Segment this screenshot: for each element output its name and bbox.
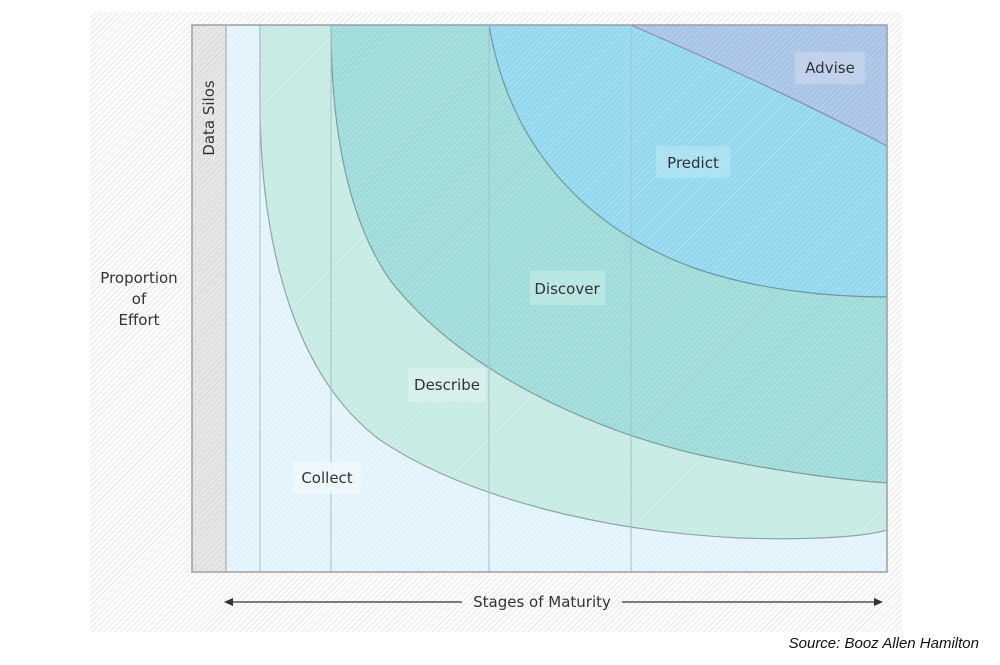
data-silos-label: Data Silos [200, 80, 218, 156]
label-discover: Discover [530, 271, 605, 305]
svg-text:Proportion: Proportion [100, 269, 177, 287]
svg-text:Predict: Predict [667, 154, 719, 172]
x-axis-label: Stages of Maturity [473, 593, 611, 611]
svg-text:Effort: Effort [118, 311, 159, 329]
svg-text:Collect: Collect [301, 469, 352, 487]
x-axis-arrow [224, 598, 883, 606]
label-collect: Collect [293, 462, 361, 494]
label-predict: Predict [656, 146, 730, 178]
source-credit: Source: Booz Allen Hamilton [788, 635, 979, 652]
plot-frame [191, 24, 888, 573]
svg-text:Discover: Discover [534, 280, 600, 298]
label-describe: Describe [408, 368, 486, 402]
label-advise: Advise [795, 52, 865, 84]
y-axis-label: Proportion of Effort [100, 269, 177, 329]
svg-text:Advise: Advise [805, 59, 855, 77]
svg-text:of: of [132, 290, 147, 308]
svg-text:Describe: Describe [414, 376, 480, 394]
